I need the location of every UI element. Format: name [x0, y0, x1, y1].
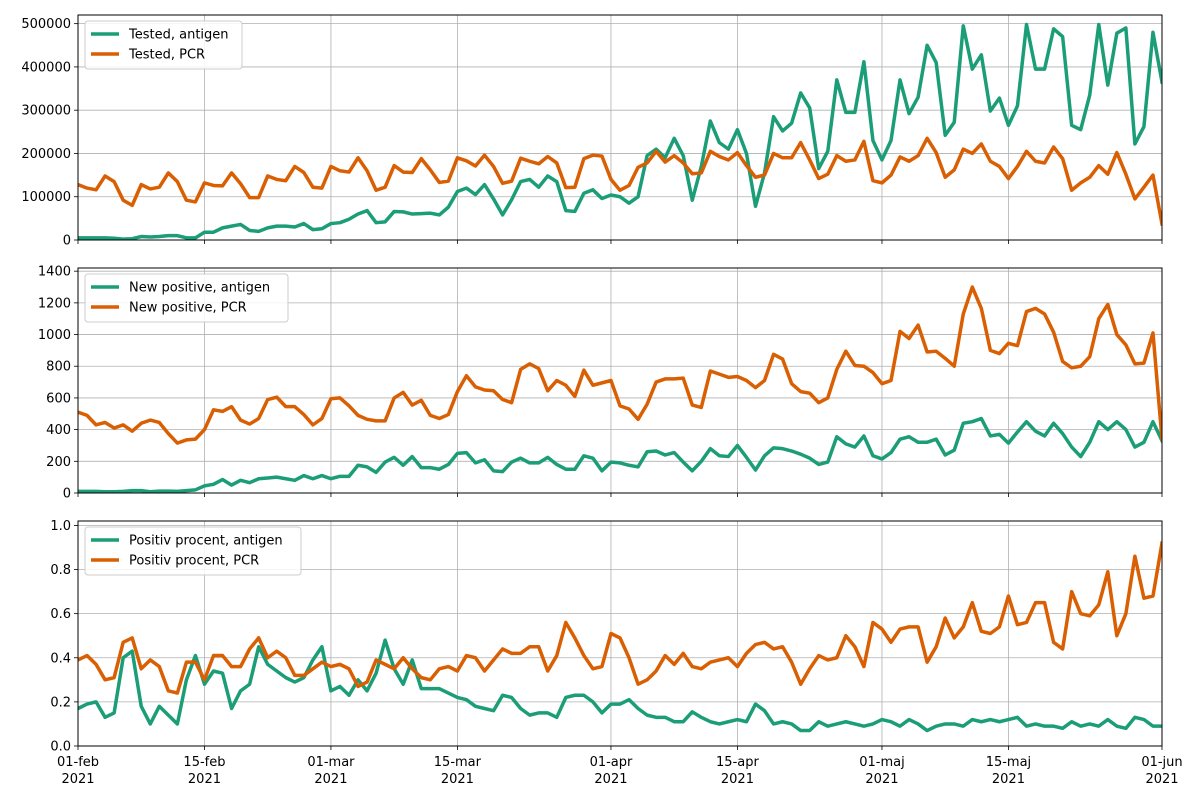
y-tick-label: 100000 — [21, 190, 71, 205]
panel-2: 0 200 400 600 800 1000 1200 1400 New positive, a… — [38, 265, 1163, 502]
y-tick-label: 0.8 — [50, 563, 71, 578]
axes-frame — [77, 520, 1163, 747]
legend-box — [84, 20, 243, 70]
y-tick-label: 1.0 — [50, 519, 71, 534]
x-tick-label: 15-apr — [716, 755, 759, 770]
x-tick-label: 15-maj — [986, 755, 1031, 770]
legend-box — [84, 526, 302, 576]
legend-entry: Positiv procent, antigen — [129, 534, 283, 549]
x-tick-label: 15-mar — [434, 755, 482, 770]
y-tick-label: 400000 — [21, 60, 71, 75]
x-tick-year: 2021 — [314, 772, 347, 787]
y-tick-label: 500000 — [21, 17, 71, 32]
x-tick-year: 2021 — [441, 772, 474, 787]
x-tick-year: 2021 — [721, 772, 754, 787]
legend: Tested, antigen Tested, PCR — [84, 20, 243, 70]
y-tick-label: 0.4 — [50, 651, 71, 666]
legend: Positiv procent, antigen Positiv procent,… — [84, 526, 302, 576]
x-tick-year: 2021 — [188, 772, 221, 787]
legend: New positive, antigen New positive, PCR — [84, 273, 289, 323]
x-tick-label: 15-feb — [183, 755, 225, 770]
panel-1: 0 100000 200000 300000 400000 500000 Tested, a… — [21, 14, 1163, 249]
x-tick-year: 2021 — [865, 772, 898, 787]
x-tick-label: 01-feb — [57, 755, 99, 770]
x-tick-year: 2021 — [61, 772, 94, 787]
y-tick-label: 0 — [63, 234, 71, 249]
series-line-1 — [78, 416, 1162, 493]
x-tick-year: 2021 — [1145, 772, 1178, 787]
y-tick-label: 200000 — [21, 147, 71, 162]
legend-entry: Positiv procent, PCR — [129, 554, 259, 569]
y-tick-label: 0.2 — [50, 695, 71, 710]
y-tick-label: 800 — [46, 360, 71, 375]
x-tick-label: 01-mar — [307, 755, 355, 770]
legend-entry: New positive, PCR — [129, 301, 247, 316]
legend-entry: Tested, antigen — [128, 28, 229, 43]
y-tick-label: 400 — [46, 423, 71, 438]
x-tick-label: 01-maj — [859, 755, 904, 770]
y-tick-label: 0 — [63, 487, 71, 502]
y-tick-label: 1400 — [38, 265, 71, 280]
series-line-1 — [78, 638, 1162, 733]
panel-3: 01-feb 2021 15-feb 2021 01-mar 2021 15-mar 2021… — [50, 519, 1182, 787]
legend-entry: New positive, antigen — [129, 281, 270, 296]
y-tick-label: 600 — [46, 391, 71, 406]
series-line-2 — [78, 285, 1162, 445]
x-tick-label: 01-jun — [1141, 755, 1182, 770]
y-tick-label: 1200 — [38, 296, 71, 311]
legend-box — [84, 273, 289, 323]
series-line-1 — [78, 22, 1162, 240]
y-tick-label: 1000 — [38, 328, 71, 343]
y-tick-label: 200 — [46, 455, 71, 470]
x-tick-year: 2021 — [594, 772, 627, 787]
x-tick-label: 01-apr — [590, 755, 633, 770]
legend-entry: Tested, PCR — [128, 48, 205, 63]
series-line-2 — [78, 541, 1162, 695]
axes-frame — [77, 267, 1163, 494]
y-tick-label: 0.6 — [50, 607, 71, 622]
y-tick-label: 300000 — [21, 104, 71, 119]
series-line-2 — [78, 136, 1162, 227]
y-tick-label: 0.0 — [50, 740, 71, 755]
axes-frame — [77, 14, 1163, 241]
x-tick-year: 2021 — [992, 772, 1025, 787]
